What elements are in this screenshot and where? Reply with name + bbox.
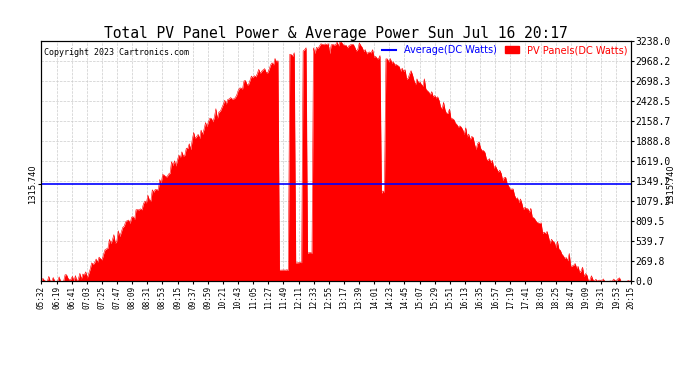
Text: 1315.740: 1315.740 <box>666 164 675 204</box>
Legend: Average(DC Watts), PV Panels(DC Watts): Average(DC Watts), PV Panels(DC Watts) <box>377 41 631 59</box>
Title: Total PV Panel Power & Average Power Sun Jul 16 20:17: Total PV Panel Power & Average Power Sun… <box>104 26 569 41</box>
Text: Copyright 2023 Cartronics.com: Copyright 2023 Cartronics.com <box>44 48 189 57</box>
